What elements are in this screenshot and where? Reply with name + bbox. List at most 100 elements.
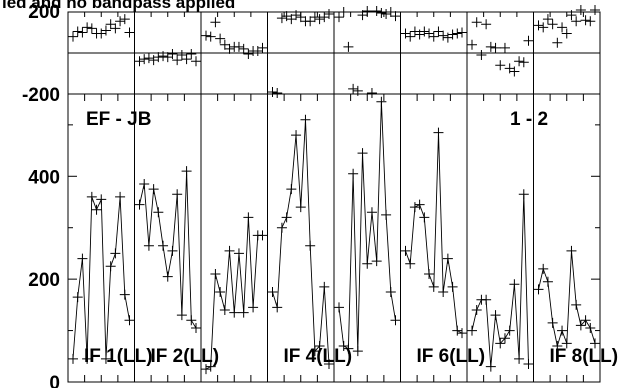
amp-point — [538, 263, 549, 274]
phase-point — [571, 16, 582, 27]
amp-point — [428, 281, 439, 292]
phase-point — [476, 50, 487, 61]
baseline-index: 1 - 2 — [510, 109, 548, 130]
if-label: IF 6(LL) — [417, 346, 486, 367]
if-series — [134, 49, 201, 333]
phase-point — [82, 22, 93, 33]
amp-point — [143, 240, 154, 251]
phase-point — [215, 33, 226, 44]
amp-point — [438, 287, 449, 297]
amp-point — [504, 325, 515, 336]
if-series — [267, 9, 334, 369]
phase-point — [371, 5, 382, 16]
phase-point — [433, 26, 444, 37]
phase-point — [115, 16, 126, 27]
phase-point — [191, 56, 201, 67]
amp-point — [105, 261, 116, 272]
amp-point — [352, 346, 363, 357]
phase-point — [134, 56, 145, 67]
phase-point — [68, 31, 78, 42]
phase-point — [272, 87, 283, 98]
phase-point — [324, 9, 334, 20]
amp-point — [281, 212, 292, 223]
if-label: IF 4(LL) — [284, 346, 353, 367]
phase-point — [314, 14, 325, 25]
phase-point — [566, 10, 577, 21]
amp-point — [485, 361, 496, 372]
amp-point — [238, 307, 249, 318]
amp-point — [91, 204, 102, 215]
amp-point — [447, 281, 458, 292]
phase-point — [499, 42, 510, 53]
amp-point — [210, 269, 221, 279]
phase-point — [201, 30, 211, 41]
amp-point — [338, 341, 349, 351]
phase-point — [585, 16, 596, 27]
phase-point — [158, 51, 169, 62]
amp-point — [291, 130, 302, 141]
phase-point — [485, 41, 496, 52]
phase-point — [538, 22, 549, 33]
amp-point — [82, 353, 93, 364]
phase-point — [348, 83, 359, 94]
phase-point — [533, 20, 544, 31]
phase-tick-label: -200 — [22, 85, 60, 106]
phase-point — [495, 60, 506, 71]
series-layer — [68, 4, 600, 375]
phase-point — [139, 54, 150, 65]
if-series — [68, 14, 135, 364]
phase-point — [205, 31, 216, 42]
phase-point — [181, 54, 192, 65]
phase-point — [124, 27, 135, 38]
amp-point — [205, 361, 216, 372]
phase-point — [467, 39, 477, 50]
amp-point — [181, 166, 192, 177]
amp-point — [557, 325, 568, 336]
amp-point — [201, 364, 211, 375]
amp-point — [357, 148, 368, 159]
amp-point — [334, 302, 344, 313]
phase-point — [153, 52, 164, 63]
phase-point — [542, 14, 553, 25]
phase-point — [172, 55, 183, 66]
amp-point — [452, 325, 463, 336]
amp-point — [186, 315, 197, 326]
phase-point — [233, 41, 244, 52]
amp-point — [442, 253, 453, 264]
amp-point — [542, 276, 553, 287]
amp-tick-label: 400 — [28, 167, 60, 188]
amp-point — [518, 189, 529, 200]
amp-point — [139, 179, 150, 189]
amp-point — [295, 202, 306, 213]
phase-point — [119, 14, 130, 25]
amp-point — [571, 299, 582, 310]
amp-point — [566, 245, 577, 256]
phase-point — [447, 29, 458, 40]
amp-point — [371, 256, 382, 267]
amp-point — [585, 323, 596, 333]
amp-point — [100, 353, 111, 364]
phase-point — [105, 19, 116, 30]
phase-point — [385, 7, 396, 17]
phase-point — [509, 66, 520, 77]
phase-point — [219, 39, 230, 50]
phase-point — [452, 28, 463, 39]
if-series — [467, 17, 534, 372]
phase-point — [143, 53, 154, 64]
amp-point — [366, 207, 377, 218]
amp-point — [324, 359, 334, 369]
phase-point — [186, 49, 197, 60]
phase-point — [110, 23, 121, 34]
phase-point — [523, 35, 534, 46]
if-label: IF 1(LL) — [84, 346, 153, 367]
amp-point — [405, 258, 416, 269]
amp-line — [405, 132, 463, 334]
amp-point — [110, 248, 121, 259]
phase-point — [224, 43, 235, 54]
amp-point — [547, 317, 558, 328]
amp-point — [148, 184, 159, 195]
amp-point — [390, 315, 401, 326]
amp-point — [590, 338, 600, 349]
phase-point — [481, 19, 492, 30]
